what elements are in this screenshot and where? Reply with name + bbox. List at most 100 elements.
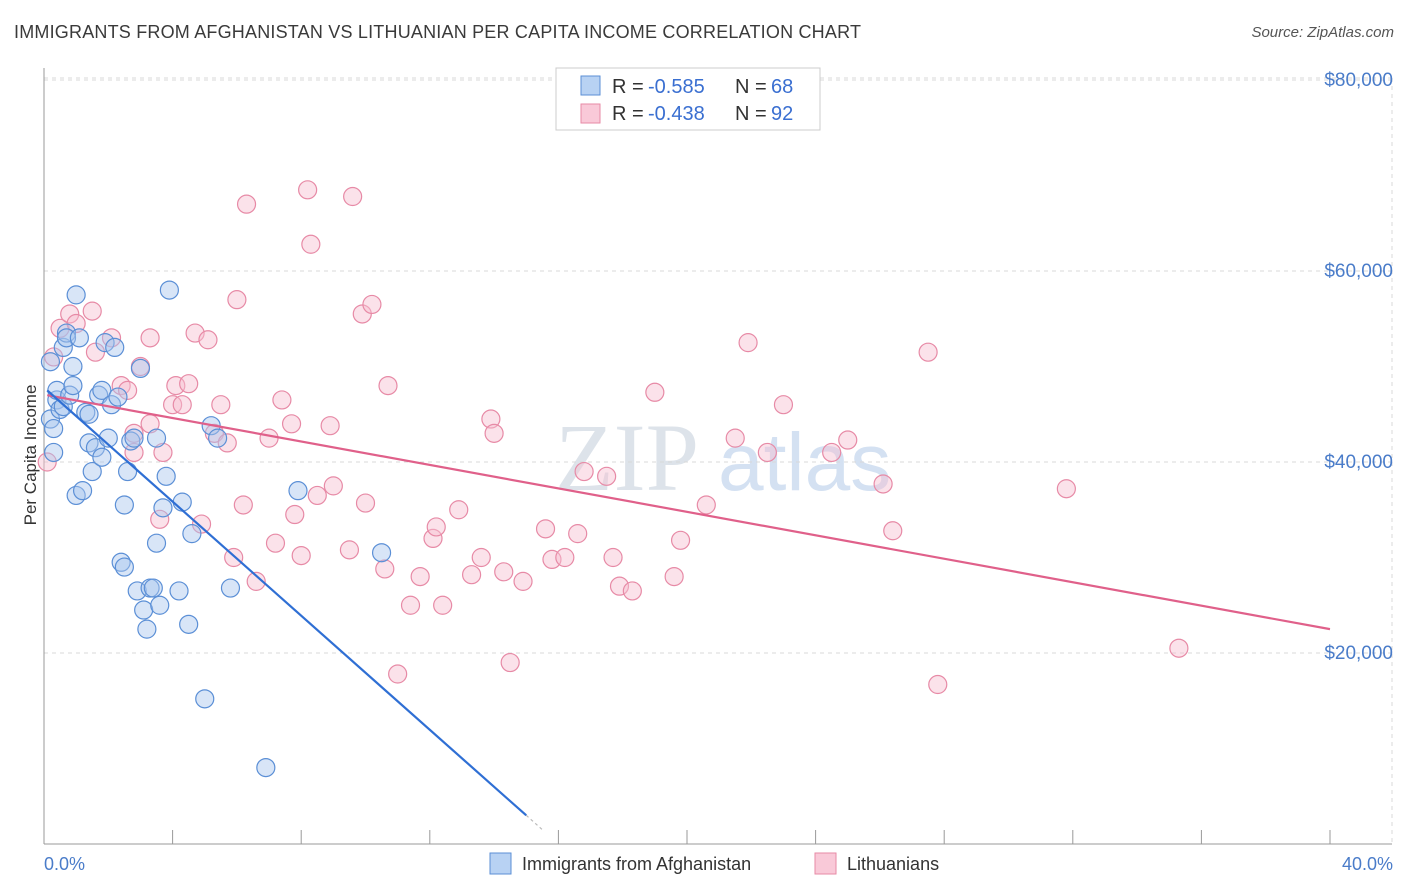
afghanistan-point [137,619,157,639]
lithuanians-point [513,571,533,591]
afghanistan-point [156,466,176,486]
afghanistan-point [146,428,167,448]
lithuanians-point [645,382,665,402]
lithuanians-point [179,374,199,394]
lithuanians-point [918,342,938,362]
lithuanians-point [233,495,253,515]
afghanistan-point [256,757,276,778]
afghanistan-point [208,428,228,448]
lithuanians-point [873,474,893,494]
lithuanians-point [609,576,630,596]
legend-pink-swatch [580,103,601,124]
afghanistan-point [117,461,138,482]
legend-blue-swatch [580,75,601,96]
lithuanians-point [124,442,144,463]
lithuanians-point [259,428,279,448]
afghanistan-point [92,380,112,400]
x-tick-label-max: 40.0% [1342,854,1393,874]
lithuanians-point [426,517,446,537]
afghanistan-point [98,428,118,448]
lithuanians-point [272,390,292,410]
lithuanians-point [375,559,395,579]
afghanistan-point [121,431,141,451]
lithuanians-point [574,461,594,482]
legend-blue-n-value: 68 [771,76,793,98]
y-axis-title: Per Capita Income [21,385,40,526]
lithuanians-point [117,380,138,400]
lithuanians-point [603,547,623,568]
lithuanians-point [670,530,691,550]
afghanistan-point [195,689,215,709]
y-tick-label: $40,000 [1324,452,1393,473]
afghanistan-point [108,387,128,407]
afghanistan-point [105,337,125,357]
lithuanians-point [725,428,745,448]
lithuanians-point [355,493,376,513]
lithuanians-point [323,476,343,496]
lithuanians-point [362,294,382,315]
legend-pink-n-value: 92 [771,103,793,125]
afghanistan-point [288,481,308,501]
afghanistan-point [114,495,134,515]
afghanistan-point [85,438,106,458]
lithuanians-point [301,234,321,254]
lithuanians-point [757,442,777,463]
afghanistan-point [150,595,170,615]
lithuanians-point [461,565,482,585]
lithuanians-point [568,524,588,544]
y-tick-label: $20,000 [1324,643,1393,664]
lithuanians-point [227,290,247,310]
lithuanians-point [500,652,520,673]
lithuanians-point [246,571,266,591]
lithuanians-point [410,566,430,587]
afghanistan-point [182,524,202,544]
lithuanians-point [298,180,318,200]
lithuanians-point [481,409,501,429]
lithuanians-point [494,562,514,582]
lithuanians-point [343,186,363,207]
lithuanians-point [423,528,443,549]
afghanistan-point [72,481,93,501]
afghanistan-point [143,578,163,598]
legend-blue-r-value: -0.585 [648,76,705,98]
y-tick-label: $60,000 [1324,261,1393,282]
chart-title: IMMIGRANTS FROM AFGHANISTAN VS LITHUANIA… [14,22,862,42]
afghanistan-trend-extension [525,814,543,831]
lithuanians-point [140,328,160,348]
lithuanians-point [211,395,231,415]
afghanistan-point [44,442,64,463]
afghanistan-point [69,328,89,348]
lithuanians-point [535,519,556,539]
lithuanians-point [664,566,684,587]
bottom-legend-pink-label: Lithuanians [847,854,939,874]
lithuanians-point [622,581,642,601]
lithuanians-point [60,304,80,324]
lithuanians-point [433,595,453,615]
lithuanians-point [822,442,842,463]
afghanistan-point [159,280,179,300]
lithuanians-point [773,395,794,415]
lithuanians-point [339,540,360,560]
lithuanians-points [37,180,1189,695]
afghanistan-point [63,356,83,377]
afghanistan-point [44,418,64,439]
lithuanians-point [738,333,758,353]
afghanistan-point [130,358,151,379]
lithuanians-point [236,194,257,214]
lithuanians-point [150,509,170,529]
afghanistan-point [124,428,144,448]
lithuanians-point [82,301,102,321]
lithuanians-point [449,500,469,520]
source-label: Source: ZipAtlas.com [1251,24,1394,41]
lithuanians-point [378,376,398,396]
bottom-legend-pink-swatch [814,852,837,875]
afghanistan-point [79,404,99,424]
lithuanians-point [696,495,716,515]
afghanistan-point [82,461,102,482]
afghanistan-point [95,333,115,353]
afghanistan-point [66,285,86,305]
trend-lines [46,389,1331,831]
x-tick-label-min: 0.0% [44,854,85,874]
afghanistan-points [40,280,392,778]
